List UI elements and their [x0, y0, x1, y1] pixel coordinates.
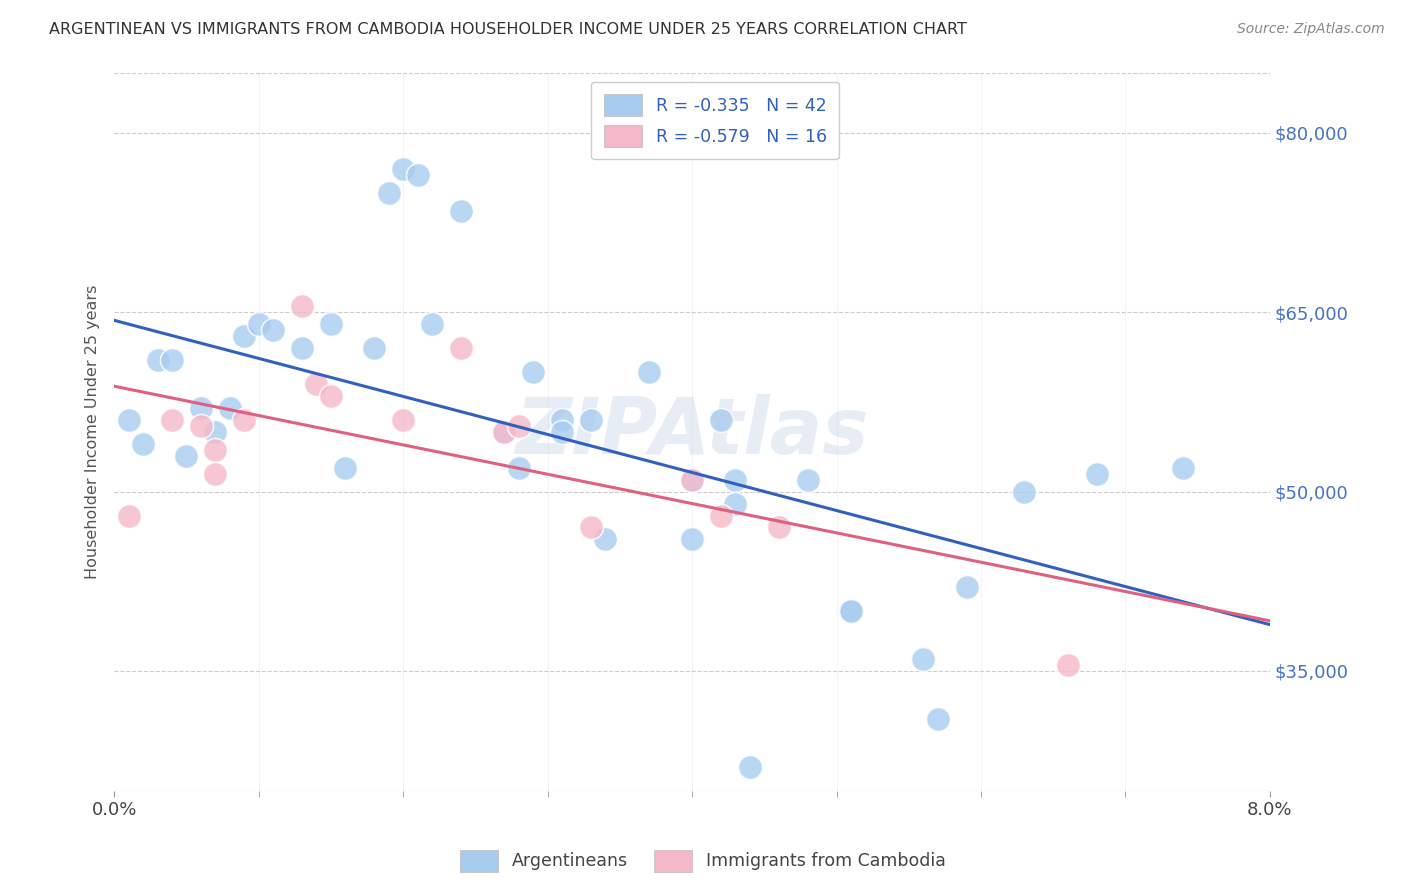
Point	[319, 317, 342, 331]
Point	[551, 413, 574, 427]
Point	[176, 449, 198, 463]
Point	[160, 353, 183, 368]
Point	[1173, 460, 1195, 475]
Point	[681, 533, 703, 547]
Text: ARGENTINEAN VS IMMIGRANTS FROM CAMBODIA HOUSEHOLDER INCOME UNDER 25 YEARS CORREL: ARGENTINEAN VS IMMIGRANTS FROM CAMBODIA …	[49, 22, 967, 37]
Point	[247, 317, 270, 331]
Point	[927, 712, 949, 726]
Point	[912, 652, 935, 666]
Legend: Argentineans, Immigrants from Cambodia: Argentineans, Immigrants from Cambodia	[453, 843, 953, 879]
Point	[160, 413, 183, 427]
Point	[291, 341, 314, 355]
Point	[637, 365, 659, 379]
Point	[738, 760, 761, 774]
Point	[233, 329, 256, 343]
Point	[710, 508, 733, 523]
Point	[839, 604, 862, 618]
Point	[494, 425, 516, 439]
Legend: R = -0.335   N = 42, R = -0.579   N = 16: R = -0.335 N = 42, R = -0.579 N = 16	[592, 82, 839, 160]
Point	[262, 323, 284, 337]
Point	[117, 413, 139, 427]
Point	[1056, 658, 1078, 673]
Point	[377, 186, 399, 200]
Point	[508, 418, 530, 433]
Point	[724, 497, 747, 511]
Point	[579, 520, 602, 534]
Point	[450, 341, 472, 355]
Point	[681, 473, 703, 487]
Point	[955, 580, 977, 594]
Point	[204, 425, 226, 439]
Point	[218, 401, 240, 415]
Point	[681, 473, 703, 487]
Point	[522, 365, 544, 379]
Point	[190, 418, 212, 433]
Point	[595, 533, 617, 547]
Point	[305, 376, 328, 391]
Point	[132, 436, 155, 450]
Point	[392, 161, 415, 176]
Point	[204, 467, 226, 481]
Y-axis label: Householder Income Under 25 years: Householder Income Under 25 years	[86, 285, 100, 579]
Text: Source: ZipAtlas.com: Source: ZipAtlas.com	[1237, 22, 1385, 37]
Point	[319, 389, 342, 403]
Point	[233, 413, 256, 427]
Point	[768, 520, 790, 534]
Point	[724, 473, 747, 487]
Point	[190, 401, 212, 415]
Point	[117, 508, 139, 523]
Point	[335, 460, 357, 475]
Point	[839, 604, 862, 618]
Point	[450, 203, 472, 218]
Point	[363, 341, 385, 355]
Point	[146, 353, 169, 368]
Point	[204, 442, 226, 457]
Point	[392, 413, 415, 427]
Point	[508, 460, 530, 475]
Point	[796, 473, 818, 487]
Point	[420, 317, 443, 331]
Point	[494, 425, 516, 439]
Point	[579, 413, 602, 427]
Point	[1085, 467, 1108, 481]
Text: ZIPAtlas: ZIPAtlas	[516, 393, 869, 470]
Point	[710, 413, 733, 427]
Point	[406, 168, 429, 182]
Point	[551, 425, 574, 439]
Point	[291, 299, 314, 313]
Point	[1014, 484, 1036, 499]
